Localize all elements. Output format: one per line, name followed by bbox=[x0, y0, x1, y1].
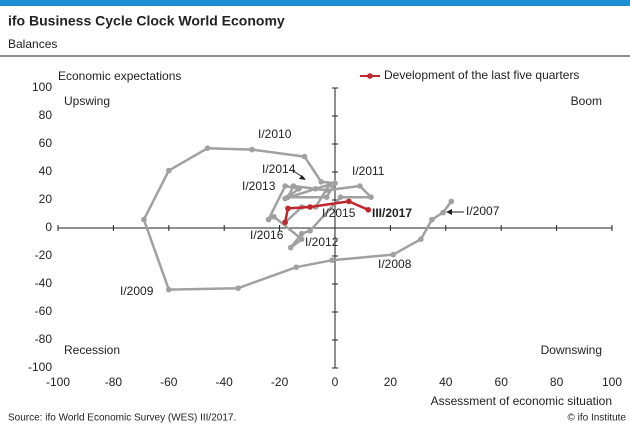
x-tick-label: 100 bbox=[602, 375, 622, 389]
y-tick-label: 60 bbox=[39, 136, 53, 150]
y-tick-label: 100 bbox=[32, 80, 52, 94]
x-tick-label: -40 bbox=[216, 375, 234, 389]
point bbox=[141, 216, 147, 223]
point bbox=[365, 207, 372, 213]
annotation-arrowhead bbox=[446, 209, 452, 215]
point bbox=[296, 186, 302, 192]
point bbox=[235, 285, 241, 292]
point bbox=[298, 230, 305, 237]
point bbox=[282, 195, 288, 202]
x-tick-label: -80 bbox=[105, 375, 123, 389]
point bbox=[204, 145, 211, 151]
y-tick-label: -100 bbox=[28, 360, 52, 374]
x-tick-label: 40 bbox=[439, 375, 453, 389]
point bbox=[290, 183, 297, 189]
quadrant-label: Downswing bbox=[541, 343, 602, 357]
point bbox=[271, 214, 277, 220]
point bbox=[293, 264, 300, 271]
point bbox=[166, 286, 172, 293]
point bbox=[285, 205, 291, 212]
point bbox=[265, 216, 272, 223]
y-tick-label: 40 bbox=[39, 164, 53, 178]
point bbox=[368, 194, 374, 200]
point bbox=[332, 180, 338, 186]
point bbox=[166, 167, 172, 174]
legend-marker bbox=[367, 73, 373, 79]
x-tick-label: 80 bbox=[550, 375, 564, 389]
point bbox=[318, 179, 324, 185]
annotation: I/2013 bbox=[242, 179, 276, 193]
copyright: © ifo Institute bbox=[567, 413, 626, 424]
point bbox=[301, 153, 308, 160]
point bbox=[323, 194, 330, 200]
legend-label: Development of the last five quarters bbox=[384, 68, 579, 82]
x-tick-label: 60 bbox=[495, 375, 509, 389]
y-tick-label: -60 bbox=[35, 304, 53, 318]
point bbox=[390, 251, 396, 258]
annotation: I/2015 bbox=[322, 206, 356, 220]
point bbox=[282, 219, 288, 226]
x-tick-label: -20 bbox=[271, 375, 289, 389]
annotation: I/2016 bbox=[250, 228, 284, 242]
quadrant-label: Upswing bbox=[64, 94, 110, 108]
annotation: I/2007 bbox=[466, 204, 500, 218]
point bbox=[329, 257, 336, 264]
chart-subtitle: Balances bbox=[8, 37, 57, 51]
y-tick-label: 20 bbox=[39, 192, 53, 206]
point bbox=[249, 146, 255, 153]
x-axis-label: Assessment of economic situation bbox=[431, 394, 612, 408]
point bbox=[323, 187, 330, 193]
header-strip bbox=[0, 0, 630, 6]
annotation-arrowhead bbox=[299, 175, 306, 180]
annotation: I/2008 bbox=[378, 257, 412, 271]
annotation: I/2014 bbox=[262, 162, 296, 176]
annotation: I/2011 bbox=[352, 164, 385, 178]
x-tick-label: 20 bbox=[384, 375, 398, 389]
point bbox=[346, 198, 352, 205]
y-tick-label: -80 bbox=[35, 332, 53, 346]
point bbox=[298, 236, 305, 242]
y-tick-label: 80 bbox=[39, 108, 53, 122]
point bbox=[307, 228, 313, 234]
y-tick-label: -20 bbox=[35, 248, 53, 262]
annotation: III/2017 bbox=[372, 206, 412, 220]
point bbox=[448, 198, 455, 205]
point bbox=[337, 194, 344, 200]
source: Source: ifo World Economic Survey (WES) … bbox=[8, 413, 236, 424]
y-tick-label: -40 bbox=[35, 276, 53, 290]
annotation: I/2010 bbox=[258, 127, 292, 141]
x-tick-label: -60 bbox=[160, 375, 178, 389]
point bbox=[418, 236, 424, 242]
point bbox=[312, 186, 319, 192]
chart-title: ifo Business Cycle Clock World Economy bbox=[8, 13, 285, 29]
point bbox=[282, 183, 288, 189]
point bbox=[357, 183, 363, 189]
annotation: I/2009 bbox=[120, 284, 154, 298]
quadrant-label: Boom bbox=[571, 94, 602, 108]
point bbox=[307, 204, 313, 210]
x-tick-label: -100 bbox=[46, 375, 70, 389]
point bbox=[429, 216, 435, 223]
x-tick-label: 0 bbox=[332, 375, 339, 389]
point bbox=[287, 244, 294, 251]
annotation: I/2012 bbox=[305, 235, 339, 249]
point bbox=[440, 209, 446, 216]
y-tick-label: 0 bbox=[45, 220, 52, 234]
y-axis-label: Economic expectations bbox=[58, 69, 181, 83]
quadrant-label: Recession bbox=[64, 343, 120, 357]
point bbox=[326, 181, 333, 188]
